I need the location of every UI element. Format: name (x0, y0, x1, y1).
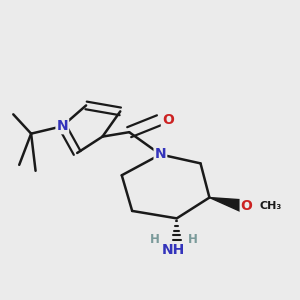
Text: N: N (154, 148, 166, 161)
Text: N: N (56, 119, 68, 133)
Polygon shape (209, 198, 247, 213)
Text: H: H (149, 233, 159, 246)
Text: NH: NH (162, 243, 185, 256)
Text: O: O (162, 113, 174, 127)
Text: O: O (241, 200, 253, 214)
Text: H: H (188, 233, 198, 246)
Text: CH₃: CH₃ (259, 202, 281, 212)
